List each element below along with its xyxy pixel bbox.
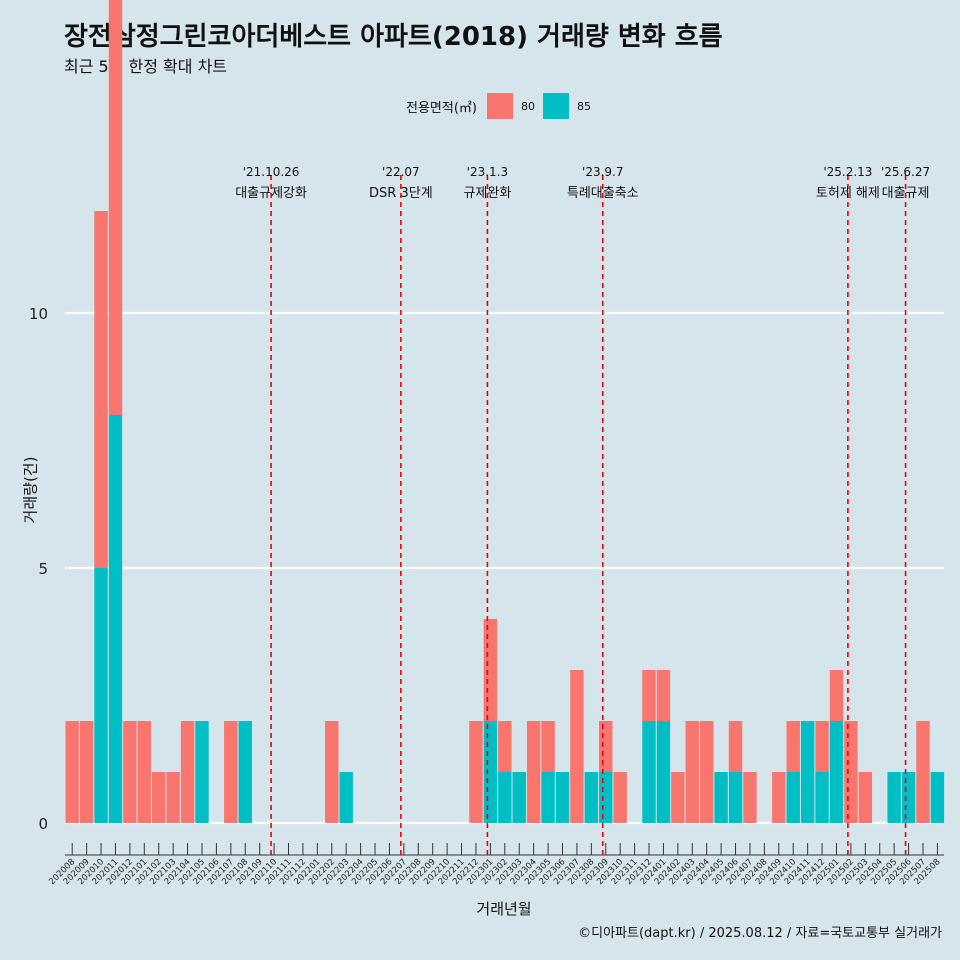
legend-swatch-80 bbox=[486, 93, 513, 119]
legend-title: 전용면적(㎡) bbox=[406, 100, 477, 116]
source-caption: ©디아파트(dapt.kr) / 2025.08.12 / 자료=국토교통부 실… bbox=[578, 926, 942, 941]
bar-80 bbox=[123, 721, 137, 823]
legend-swatch-85 bbox=[542, 93, 569, 119]
bar-80 bbox=[469, 721, 483, 823]
event-date: '23.1.3 bbox=[467, 165, 508, 179]
bar-85 bbox=[555, 772, 570, 823]
bar-85 bbox=[599, 772, 613, 823]
legend-label-80: 80 bbox=[520, 99, 535, 113]
event-label: 대출규제강화 bbox=[235, 186, 307, 201]
bar-80 bbox=[916, 721, 930, 823]
bar-85 bbox=[541, 772, 555, 823]
bar-80 bbox=[829, 670, 844, 721]
bar-85 bbox=[887, 772, 901, 823]
y-tick-label: 10 bbox=[29, 305, 48, 323]
chart-title: 장전삼정그린코아더베스트 아파트(2018) 거래량 변화 흐름 bbox=[64, 22, 723, 52]
bar-80 bbox=[613, 772, 627, 823]
bar-85 bbox=[238, 721, 252, 823]
bar-85 bbox=[930, 772, 945, 823]
bar-80 bbox=[498, 721, 512, 772]
bar-85 bbox=[512, 772, 526, 823]
bar-85 bbox=[94, 568, 108, 823]
bar-85 bbox=[584, 772, 599, 823]
bar-85 bbox=[714, 772, 728, 823]
y-axis-label: 거래량(건) bbox=[21, 456, 40, 524]
bar-80 bbox=[786, 721, 800, 772]
bar-80 bbox=[743, 772, 757, 823]
y-tick-label: 5 bbox=[38, 560, 48, 578]
event-date: '25.6.27 bbox=[881, 165, 930, 179]
bar-85 bbox=[901, 772, 916, 823]
legend-label-85: 85 bbox=[576, 99, 591, 113]
chart-subtitle: 최근 5년 한정 확대 차트 bbox=[64, 57, 228, 76]
bar-80 bbox=[166, 772, 180, 823]
bar-80 bbox=[815, 721, 829, 772]
bar-85 bbox=[483, 721, 498, 823]
bar-80 bbox=[541, 721, 555, 772]
bar-80 bbox=[65, 721, 79, 823]
event-label: 토허제 해제 bbox=[816, 186, 880, 201]
bar-80 bbox=[699, 721, 714, 823]
legend: 전용면적(㎡) 80 85 bbox=[406, 93, 599, 119]
bar-85 bbox=[498, 772, 512, 823]
x-axis-label: 거래년월 bbox=[476, 900, 532, 918]
bar-80 bbox=[137, 721, 152, 823]
bar-80 bbox=[570, 670, 584, 823]
bar-80 bbox=[858, 772, 873, 823]
bar-85 bbox=[786, 772, 800, 823]
bar-80 bbox=[772, 772, 786, 823]
bar-85 bbox=[815, 772, 829, 823]
event-date: '23.9.7 bbox=[582, 165, 623, 179]
bar-80 bbox=[180, 721, 195, 823]
bar-80 bbox=[94, 211, 108, 568]
bar-80 bbox=[656, 670, 671, 721]
bar-85 bbox=[339, 772, 353, 823]
bar-85 bbox=[800, 721, 815, 823]
event-date: '21.10.26 bbox=[243, 165, 300, 179]
event-label: 특례대출축소 bbox=[567, 186, 639, 201]
event-date: '22.07 bbox=[382, 165, 420, 179]
bar-80 bbox=[526, 721, 541, 823]
bar-80 bbox=[642, 670, 656, 721]
bar-80 bbox=[79, 721, 94, 823]
bar-85 bbox=[642, 721, 656, 823]
bar-85 bbox=[108, 415, 123, 823]
bar-80 bbox=[685, 721, 699, 823]
bar-85 bbox=[656, 721, 671, 823]
event-label: 대출규제 bbox=[882, 186, 930, 201]
event-date: '25.2.13 bbox=[823, 165, 872, 179]
bar-80 bbox=[844, 721, 858, 823]
bar-80 bbox=[671, 772, 685, 823]
y-tick-label: 0 bbox=[38, 815, 48, 833]
event-label: DSR 3단계 bbox=[369, 186, 433, 201]
bar-80 bbox=[325, 721, 339, 823]
bar-85 bbox=[829, 721, 844, 823]
bar-80 bbox=[728, 721, 743, 772]
bar-85 bbox=[195, 721, 209, 823]
bar-80 bbox=[224, 721, 238, 823]
event-label: 규제완화 bbox=[463, 186, 511, 201]
bar-85 bbox=[728, 772, 743, 823]
bar-80 bbox=[483, 619, 498, 721]
bar-80 bbox=[152, 772, 166, 823]
bar-80 bbox=[108, 0, 123, 415]
bar-80 bbox=[599, 721, 613, 772]
